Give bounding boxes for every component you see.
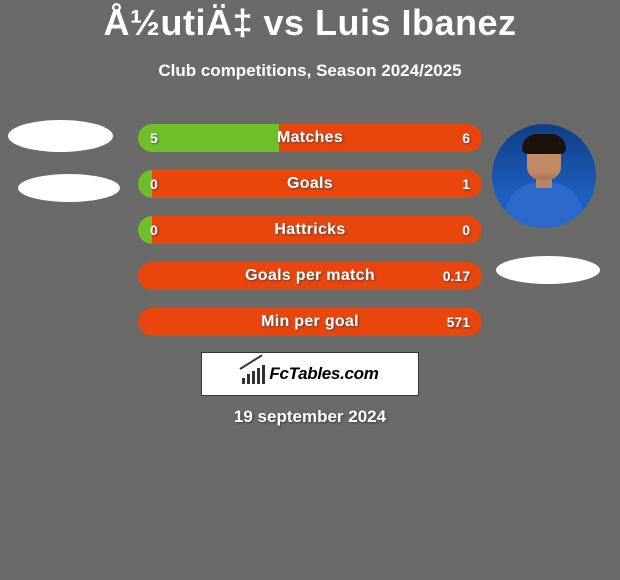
stat-right-value: 0 <box>462 216 470 244</box>
stat-row: 0Goals1 <box>138 170 482 198</box>
logo-text: FcTables.com <box>269 364 378 384</box>
stat-row: 0Hattricks0 <box>138 216 482 244</box>
logo-box: FcTables.com <box>201 352 419 396</box>
avatar-hair-shape <box>522 134 566 154</box>
avatar-body-shape <box>504 182 584 228</box>
stat-right-value: 6 <box>462 124 470 152</box>
stat-right-value: 571 <box>447 308 470 336</box>
stat-row: Goals per match0.17 <box>138 262 482 290</box>
ellipse-icon <box>18 174 120 202</box>
stats-bars: 5Matches60Goals10Hattricks0Goals per mat… <box>138 124 482 354</box>
page-title: Å½utiÄ‡ vs Luis Ibanez <box>0 2 620 44</box>
stat-row: 5Matches6 <box>138 124 482 152</box>
date-label: 19 september 2024 <box>0 407 620 427</box>
stat-label: Goals per match <box>138 262 482 290</box>
subtitle: Club competitions, Season 2024/2025 <box>0 61 620 81</box>
chart-icon <box>241 364 265 384</box>
stat-row: Min per goal571 <box>138 308 482 336</box>
ellipse-icon <box>8 120 113 152</box>
stat-right-value: 1 <box>462 170 470 198</box>
logo: FcTables.com <box>241 364 378 384</box>
ellipse-icon <box>496 256 600 284</box>
stat-label: Min per goal <box>138 308 482 336</box>
stat-label: Matches <box>138 124 482 152</box>
stat-label: Hattricks <box>138 216 482 244</box>
player-avatar <box>492 124 596 228</box>
stat-label: Goals <box>138 170 482 198</box>
comparison-infographic: Å½utiÄ‡ vs Luis Ibanez Club competitions… <box>0 0 620 580</box>
stat-right-value: 0.17 <box>443 262 470 290</box>
